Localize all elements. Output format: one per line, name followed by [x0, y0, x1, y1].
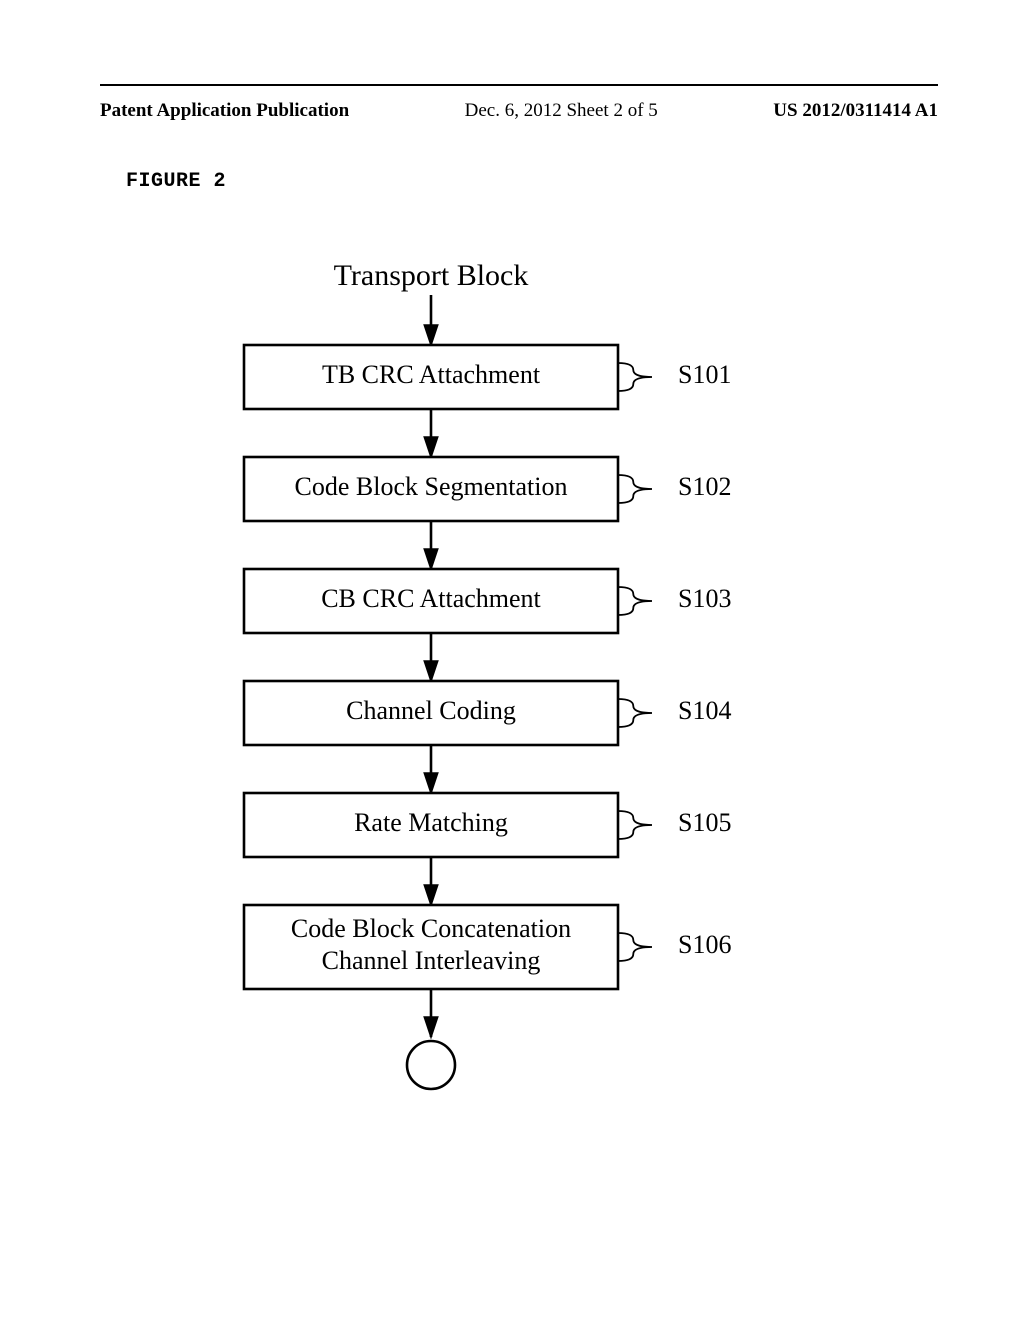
step-brace: [618, 811, 652, 839]
flow-step-id: S106: [678, 930, 731, 959]
flow-step-label: Channel Coding: [346, 696, 516, 725]
step-brace: [618, 475, 652, 503]
page-header: Patent Application Publication Dec. 6, 2…: [100, 100, 938, 122]
step-brace: [618, 363, 652, 391]
flow-step-label: Rate Matching: [354, 808, 508, 837]
flow-step-label: Code Block Concatenation: [291, 914, 571, 943]
step-brace: [618, 587, 652, 615]
flow-step-label: CB CRC Attachment: [321, 584, 541, 613]
header-center: Dec. 6, 2012 Sheet 2 of 5: [465, 100, 658, 122]
flow-step-id: S101: [678, 360, 731, 389]
header-right: US 2012/0311414 A1: [773, 100, 938, 122]
flow-title: Transport Block: [334, 259, 529, 292]
step-brace: [618, 933, 652, 961]
flowchart-diagram: Transport Block TB CRC Attachment S101 Code…: [0, 250, 1024, 1230]
flow-step-id: S104: [678, 696, 731, 725]
figure-label: FIGURE 2: [126, 170, 226, 193]
flow-step-id: S103: [678, 584, 731, 613]
flowchart-svg: Transport Block TB CRC Attachment S101 Code…: [0, 250, 1024, 1230]
flow-step-label: Channel Interleaving: [322, 946, 541, 975]
flow-step-label: Code Block Segmentation: [295, 472, 568, 501]
header-left: Patent Application Publication: [100, 100, 349, 122]
header-rule: [100, 84, 938, 86]
flow-step-id: S102: [678, 472, 731, 501]
flow-step-label: TB CRC Attachment: [322, 360, 541, 389]
step-brace: [618, 699, 652, 727]
flow-terminator: [407, 1041, 455, 1089]
flow-step-id: S105: [678, 808, 731, 837]
